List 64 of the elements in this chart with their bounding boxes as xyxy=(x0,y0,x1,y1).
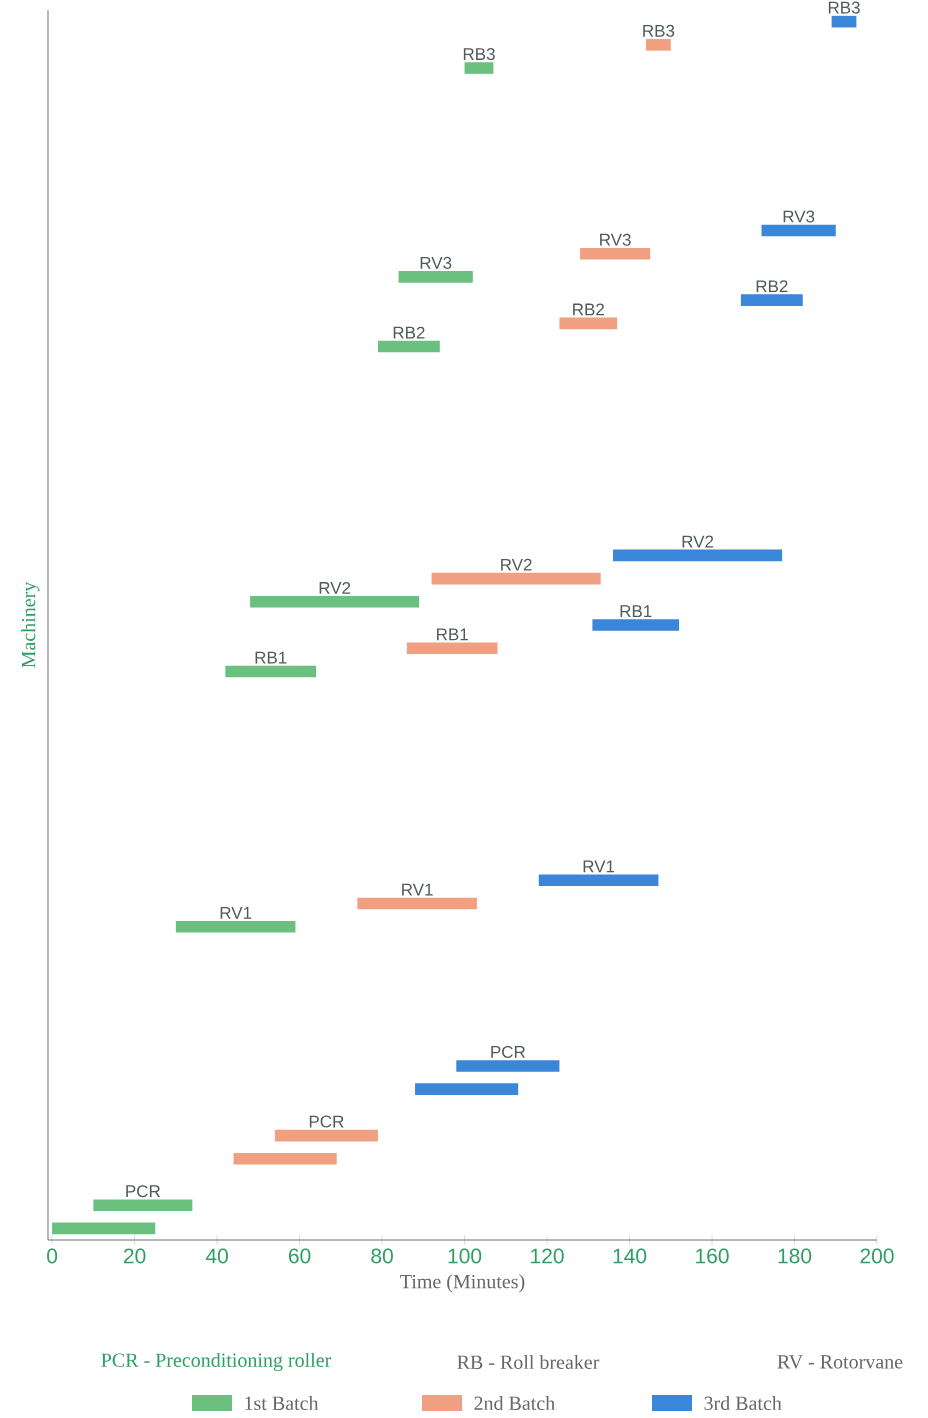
text: PCR - Preconditioning roller xyxy=(101,1352,332,1372)
data-label: RV3 xyxy=(600,233,631,246)
legend-label: 1st Batch xyxy=(245,1395,319,1411)
data-label: RV3 xyxy=(420,256,452,269)
data-label: RB2 xyxy=(756,280,788,293)
bar xyxy=(592,619,680,631)
data-label: PCR xyxy=(126,1185,161,1198)
data-label: RV1 xyxy=(402,883,433,896)
x-axis-title: Time (Minutes) xyxy=(400,1274,525,1293)
bar xyxy=(415,1083,519,1095)
bar xyxy=(250,596,420,608)
data-label: RB3 xyxy=(643,24,675,37)
bar xyxy=(646,39,671,51)
bar xyxy=(406,642,498,655)
legend-label: 2nd Batch xyxy=(474,1395,555,1411)
data-label: RV2 xyxy=(501,558,532,571)
data-label: RB2 xyxy=(393,326,425,339)
bar xyxy=(357,897,477,910)
data-label: RB1 xyxy=(255,651,287,664)
bar xyxy=(175,920,296,933)
bar xyxy=(431,572,601,585)
y-axis-title: Machinery xyxy=(21,581,40,668)
bar xyxy=(613,549,783,562)
text: RV - Rotorvane xyxy=(777,1355,903,1369)
legend-label: 3rd Batch xyxy=(704,1395,782,1411)
data-label: RV1 xyxy=(220,907,252,919)
data-label: RV2 xyxy=(682,535,714,548)
data-label: PCR xyxy=(491,1045,526,1058)
x-tick-label: 160 xyxy=(696,1248,729,1264)
x-tick-label: 60 xyxy=(288,1248,311,1264)
data-label: RV2 xyxy=(319,581,351,594)
bar xyxy=(274,1129,378,1142)
bar xyxy=(377,340,440,353)
data-label: RV1 xyxy=(583,860,615,873)
bar xyxy=(831,15,857,28)
bar xyxy=(464,62,494,74)
x-tick-label: 20 xyxy=(123,1248,146,1264)
data-label: PCR xyxy=(309,1115,344,1128)
bar xyxy=(456,1060,560,1072)
data-label: RB1 xyxy=(437,628,468,641)
bar xyxy=(225,665,317,678)
bar xyxy=(93,1199,193,1211)
x-tick-label: 0 xyxy=(47,1248,58,1264)
x-tick-label: 180 xyxy=(778,1248,812,1264)
data-label: RB1 xyxy=(620,605,652,618)
bar xyxy=(398,271,473,283)
data-label: RB3 xyxy=(828,1,860,14)
bar xyxy=(559,317,618,330)
x-tick-label: 80 xyxy=(371,1248,393,1264)
data-label: RB2 xyxy=(573,303,604,316)
bar xyxy=(740,294,803,306)
x-tick-label: 120 xyxy=(531,1248,564,1264)
x-tick-label: 140 xyxy=(613,1248,647,1264)
bar xyxy=(761,224,836,237)
bar xyxy=(580,247,651,260)
x-tick-label: 100 xyxy=(448,1248,482,1264)
bar xyxy=(233,1152,337,1165)
bar xyxy=(52,1222,156,1235)
text: RB - Roll breaker xyxy=(457,1354,600,1370)
bar xyxy=(538,874,659,887)
x-tick-label: 200 xyxy=(860,1248,894,1264)
data-label: RV3 xyxy=(783,210,815,223)
data-label: RB3 xyxy=(463,48,495,61)
x-tick-label: 40 xyxy=(205,1248,228,1264)
